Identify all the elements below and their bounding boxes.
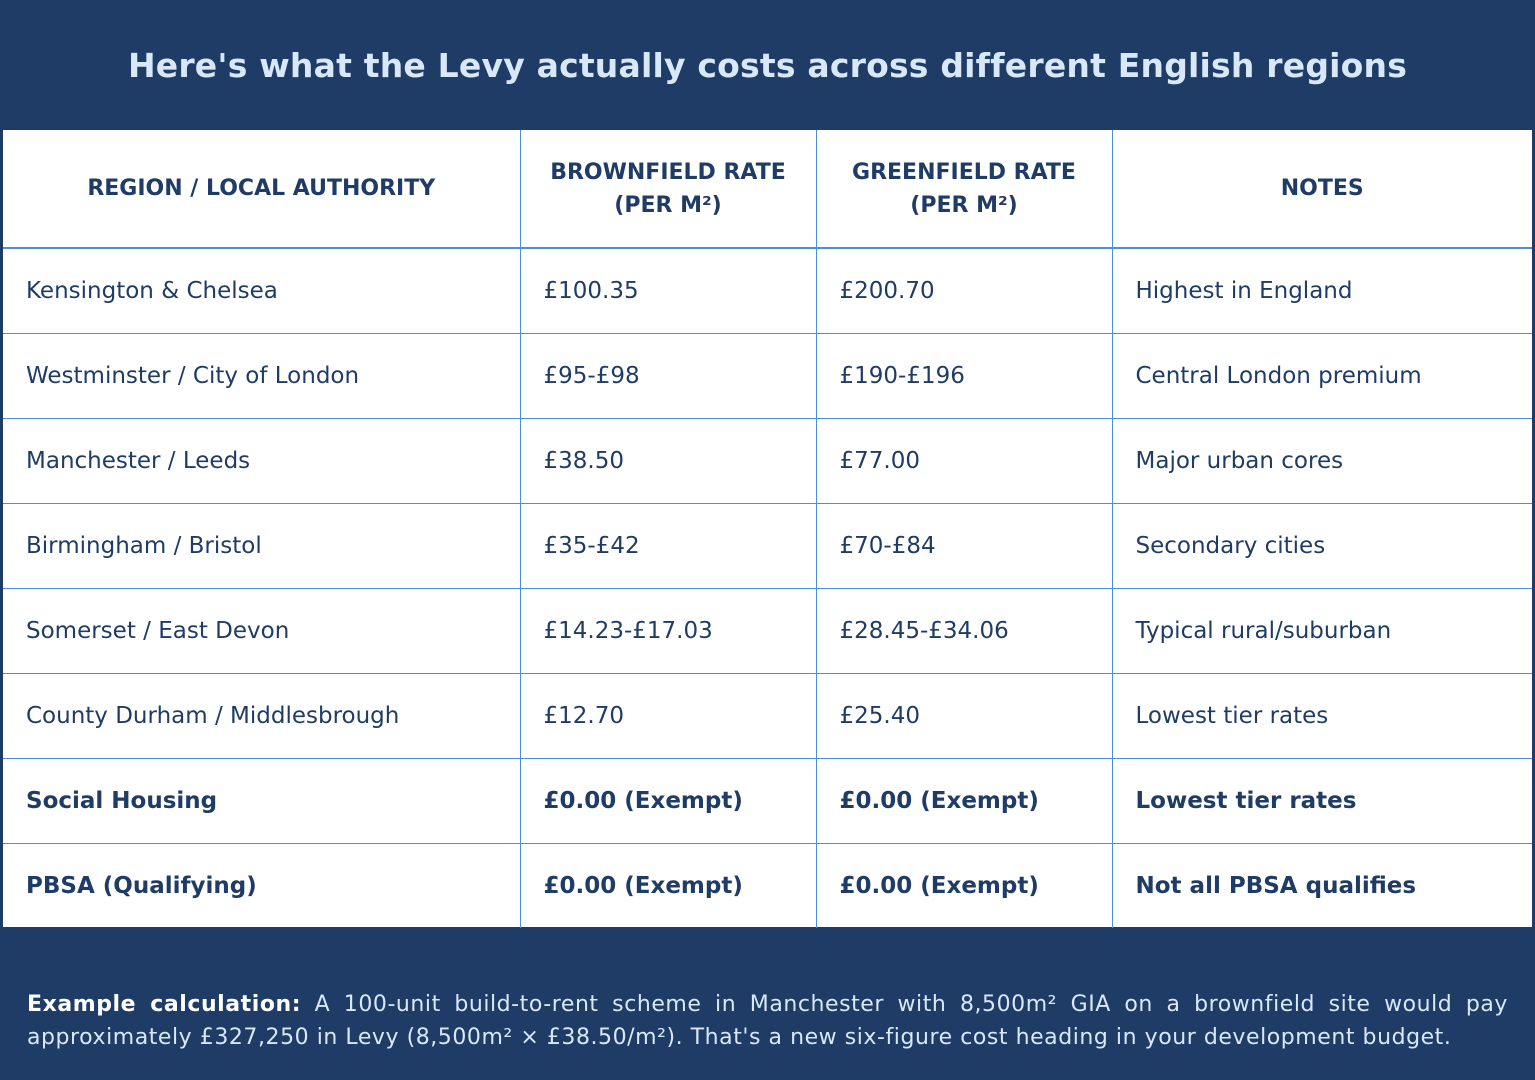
cell-brownfield: £0.00 (Exempt)	[519, 843, 817, 928]
cell-notes: Highest in England	[1111, 247, 1532, 334]
cell-greenfield: £77.00	[815, 418, 1113, 504]
cell-notes: Central London premium	[1111, 333, 1532, 419]
title-bar: Here's what the Levy actually costs acro…	[0, 0, 1535, 130]
cell-greenfield: £190-£196	[815, 333, 1113, 419]
levy-rates-table: REGION / LOCAL AUTHORITY BROWNFIELD RATE…	[3, 130, 1532, 928]
cell-region: Somerset / East Devon	[3, 588, 521, 674]
table-header-row: REGION / LOCAL AUTHORITY BROWNFIELD RATE…	[3, 130, 1532, 249]
table-row: Westminster / City of London £95-£98 £19…	[3, 333, 1532, 419]
cell-notes: Secondary cities	[1111, 503, 1532, 589]
cell-greenfield: £25.40	[815, 673, 1113, 759]
cell-greenfield: £0.00 (Exempt)	[815, 758, 1113, 844]
table-row: Somerset / East Devon £14.23-£17.03 £28.…	[3, 588, 1532, 674]
cell-brownfield: £38.50	[519, 418, 817, 504]
cell-region: County Durham / Middlesbrough	[3, 673, 521, 759]
header-greenfield-rate: GREENFIELD RATE (PER M²)	[815, 130, 1113, 249]
cell-region: Kensington & Chelsea	[3, 247, 521, 334]
example-calculation-note: Example calculation: A 100-unit build-to…	[27, 988, 1508, 1054]
table-row: County Durham / Middlesbrough £12.70 £25…	[3, 673, 1532, 759]
table-row: PBSA (Qualifying) £0.00 (Exempt) £0.00 (…	[3, 843, 1532, 928]
cell-region: Social Housing	[3, 758, 521, 844]
cell-notes: Major urban cores	[1111, 418, 1532, 504]
example-calculation-label: Example calculation:	[27, 992, 302, 1017]
header-brownfield-rate: BROWNFIELD RATE (PER M²)	[519, 130, 817, 249]
cell-region: PBSA (Qualifying)	[3, 843, 521, 928]
cell-greenfield: £0.00 (Exempt)	[815, 843, 1113, 928]
header-region: REGION / LOCAL AUTHORITY	[3, 130, 521, 249]
cell-brownfield: £14.23-£17.03	[519, 588, 817, 674]
cell-region: Westminster / City of London	[3, 333, 521, 419]
page-title: Here's what the Levy actually costs acro…	[127, 45, 1408, 85]
cell-region: Manchester / Leeds	[3, 418, 521, 504]
cell-notes: Not all PBSA qualifies	[1111, 843, 1532, 928]
example-calculation-text: A 100-unit build-to-rent scheme in Manch…	[27, 992, 1508, 1050]
cell-greenfield: £28.45-£34.06	[815, 588, 1113, 674]
cell-notes: Lowest tier rates	[1111, 758, 1532, 844]
table-row: Kensington & Chelsea £100.35 £200.70 Hig…	[3, 247, 1532, 334]
cell-notes: Typical rural/suburban	[1111, 588, 1532, 674]
cell-brownfield: £0.00 (Exempt)	[519, 758, 817, 844]
header-notes: NOTES	[1111, 130, 1532, 249]
cell-brownfield: £100.35	[519, 247, 817, 334]
table-row: Social Housing £0.00 (Exempt) £0.00 (Exe…	[3, 758, 1532, 844]
cell-brownfield: £35-£42	[519, 503, 817, 589]
cell-brownfield: £12.70	[519, 673, 817, 759]
cell-greenfield: £70-£84	[815, 503, 1113, 589]
cell-greenfield: £200.70	[815, 247, 1113, 334]
levy-rates-table-container: REGION / LOCAL AUTHORITY BROWNFIELD RATE…	[3, 130, 1532, 928]
cell-region: Birmingham / Bristol	[3, 503, 521, 589]
cell-notes: Lowest tier rates	[1111, 673, 1532, 759]
cell-brownfield: £95-£98	[519, 333, 817, 419]
table-row: Manchester / Leeds £38.50 £77.00 Major u…	[3, 418, 1532, 504]
table-row: Birmingham / Bristol £35-£42 £70-£84 Sec…	[3, 503, 1532, 589]
